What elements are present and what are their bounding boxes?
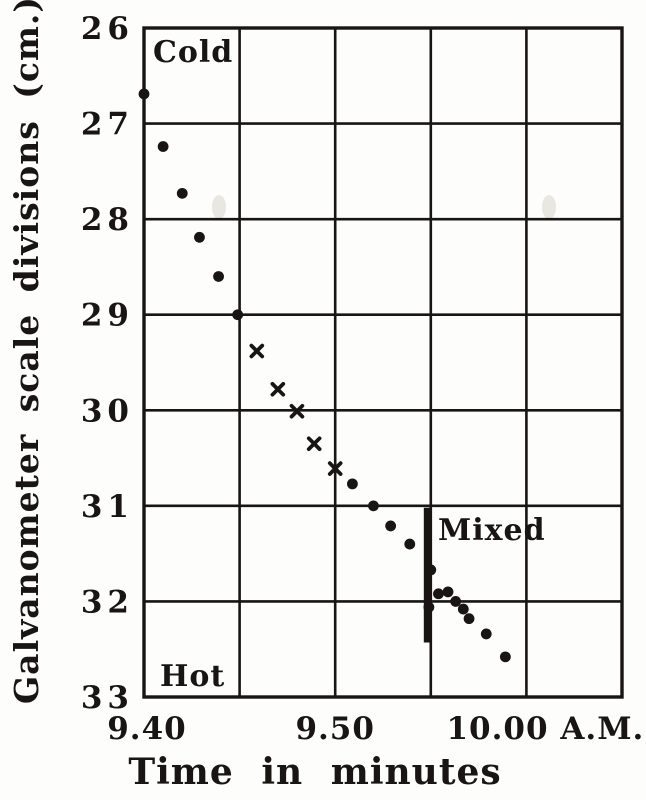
data-point-dot (368, 500, 379, 512)
data-point-dot (194, 231, 205, 243)
data-point-dot (176, 187, 188, 199)
y-tick-label: 29 (81, 298, 134, 334)
data-point-cross (249, 343, 265, 359)
data-point-dot (425, 564, 437, 576)
grid-lines (144, 28, 622, 697)
data-point-dot (499, 651, 511, 663)
annotation-mixed: Mixed (438, 513, 546, 548)
data-point-dot (213, 271, 224, 282)
y-tick-label: 27 (81, 107, 134, 143)
y-tick-label: 33 (81, 680, 134, 716)
x-tick-label: 10.00 A.M. (446, 711, 644, 747)
data-point-cross (289, 403, 305, 419)
data-point-dot (423, 601, 435, 613)
y-tick-label: 26 (81, 11, 134, 47)
data-point-dot (347, 478, 358, 490)
y-tick-label: 28 (81, 202, 134, 238)
y-tick-label: 30 (81, 393, 134, 429)
y-axis-tick-labels: 26 27 28 29 30 31 32 33 (81, 11, 134, 716)
data-point-cross (306, 436, 322, 452)
data-point-dot (480, 628, 492, 640)
y-tick-label: 32 (81, 584, 134, 620)
data-point-dot (138, 88, 150, 100)
data-points (138, 88, 511, 663)
x-axis-title: Time in minutes (128, 751, 501, 793)
y-tick-label: 31 (81, 489, 134, 525)
data-point-dot (450, 596, 462, 607)
annotation-hot: Hot (160, 659, 225, 694)
data-point-dot (463, 613, 475, 625)
annotation-cold: Cold (153, 35, 233, 70)
scan-smudge (542, 195, 556, 219)
data-point-dot (232, 309, 244, 321)
plot-border (142, 26, 624, 699)
data-point-dot (442, 586, 454, 598)
data-point-cross (327, 461, 343, 476)
y-axis-title: Galvanometer scale divisions (cm.) (7, 0, 46, 704)
data-point-dot (457, 603, 469, 615)
data-point-dot (404, 538, 416, 550)
data-point-dot (157, 141, 169, 152)
data-point-cross (270, 381, 286, 397)
x-tick-label: 9.40 (107, 711, 187, 747)
data-point-dot (433, 588, 444, 600)
x-axis-tick-labels: 9.40 9.50 10.00 A.M. (107, 711, 644, 747)
scan-smudge (212, 195, 226, 219)
x-tick-label: 9.50 (295, 711, 375, 747)
data-point-dot (385, 520, 397, 532)
